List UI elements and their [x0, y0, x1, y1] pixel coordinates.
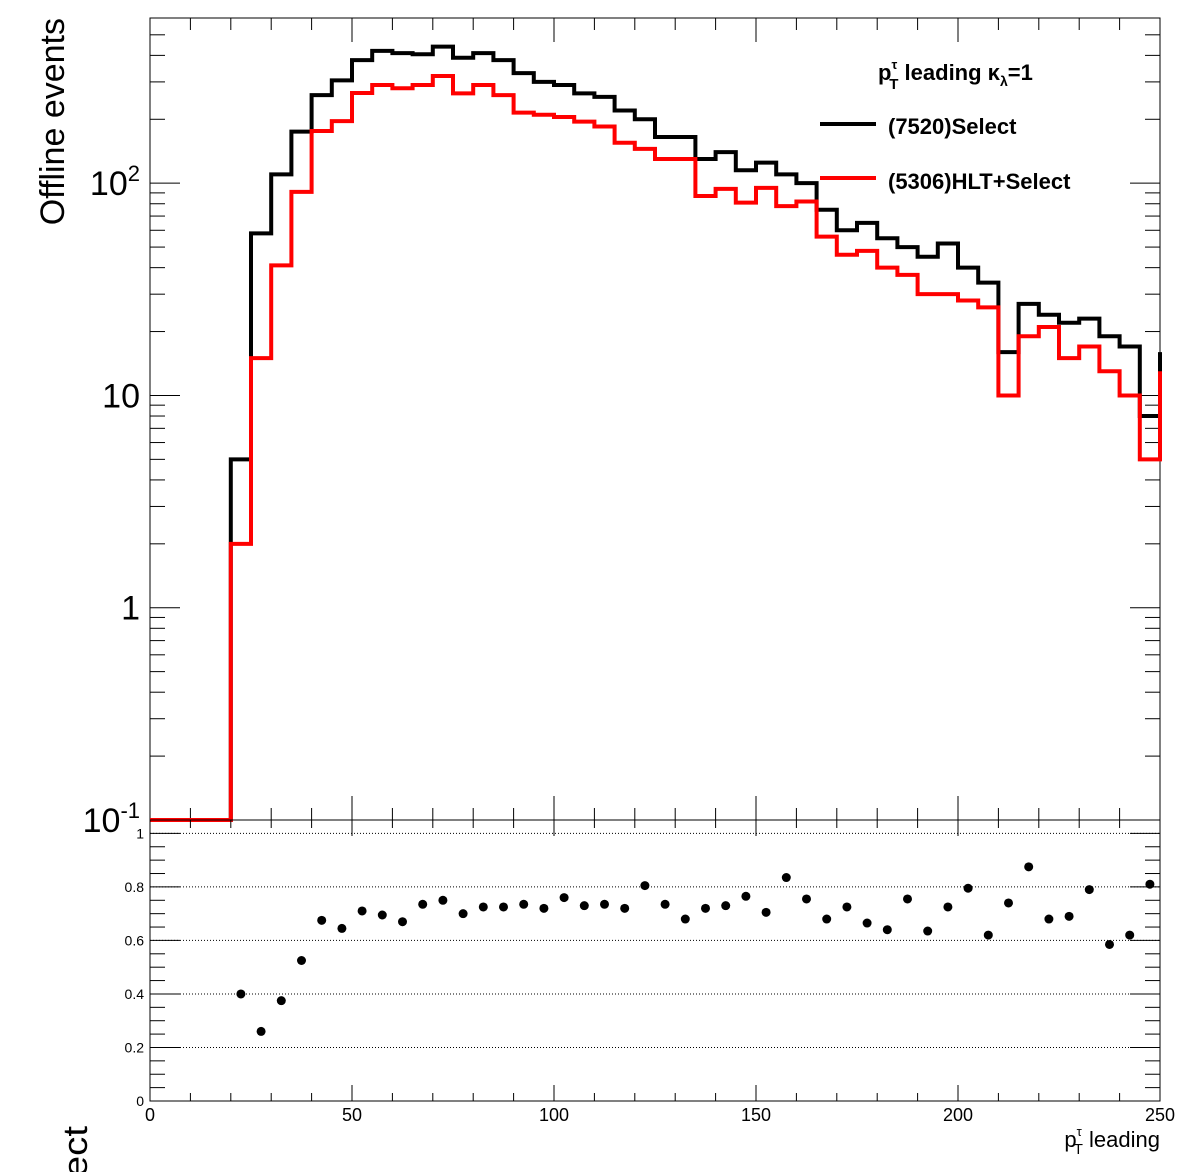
- legend-title: pτ T leading κλ=1: [878, 57, 1033, 93]
- ratio-point: [317, 915, 327, 925]
- x-tick-label: 100: [539, 1105, 569, 1125]
- bottom-y-tick-labels: 0 0.2 0.4 0.6 0.8 1: [125, 825, 145, 1109]
- series-line-select: [150, 44, 1162, 822]
- legend: pτ T leading κλ=1 (7520)Select (5306)HLT+…: [820, 57, 1071, 194]
- ratio-point: [297, 956, 306, 965]
- bottom-y-tick-label: 1: [136, 825, 144, 841]
- top-y-axis-label: Offline events: [34, 18, 72, 225]
- ratio-point: [781, 873, 791, 883]
- top-y-tick-labels: 10-1 1 10 102: [83, 161, 140, 840]
- ratio-point: [761, 907, 771, 917]
- top-y-tick-label: 10: [102, 377, 140, 415]
- ratio-point: [1044, 914, 1054, 924]
- bottom-y-tick-label: 0.2: [125, 1039, 145, 1055]
- ratio-point: [438, 895, 448, 905]
- x-tick-label: 150: [741, 1105, 771, 1125]
- top-y-tick-label: 10-1: [83, 798, 140, 840]
- ratio-point: [418, 899, 428, 909]
- ratio-point: [499, 902, 508, 912]
- top-axis-ticks: [149, 17, 1161, 821]
- ratio-point: [1125, 930, 1135, 940]
- ratio-point: [236, 989, 246, 999]
- bottom-y-tick-label: 0.6: [125, 932, 145, 948]
- ratio-point: [519, 899, 529, 909]
- x-tick-label: 0: [145, 1105, 155, 1125]
- ratio-point: [923, 926, 933, 936]
- legend-title-lambda: λ: [1000, 73, 1008, 89]
- x-tick-label: 50: [342, 1105, 362, 1125]
- histogram-series-group: [150, 44, 1162, 822]
- legend-title-end: =1: [1008, 60, 1033, 85]
- ratio-point: [276, 996, 286, 1006]
- bottom-y-tick-label: 0.4: [125, 986, 145, 1002]
- ratio-point: [701, 903, 710, 913]
- x-tick-labels: 0 50 100 150 200 250: [145, 1105, 1175, 1125]
- ratio-point: [478, 902, 488, 912]
- ratio-point: [357, 906, 367, 916]
- ratio-point: [256, 1026, 266, 1036]
- ratio-point: [1024, 862, 1034, 872]
- ratio-point: [337, 923, 347, 933]
- ratio-point: [1084, 885, 1094, 895]
- legend-label-select: (7520)Select: [888, 114, 1017, 139]
- bottom-axis-ticks: [149, 820, 1161, 1102]
- bottom-y-tick-label: 0: [136, 1093, 144, 1109]
- ratio-point: [579, 901, 589, 911]
- ratio-point: [1105, 939, 1114, 949]
- legend-title-p: p: [878, 60, 891, 85]
- bottom-y-axis-label-visible: HLT+Select/Select: [57, 1125, 95, 1172]
- ratio-point: [983, 930, 993, 940]
- x-label-p: p: [1064, 1127, 1076, 1152]
- ratio-point: [600, 899, 609, 909]
- bottom-plot-frame: [149, 819, 1161, 1102]
- x-label-sub: T: [1074, 1141, 1083, 1158]
- top-y-tick-label: 102: [90, 161, 140, 203]
- ratio-point: [398, 917, 407, 927]
- ratio-point: [721, 901, 731, 911]
- x-label-sup: τ: [1077, 1124, 1083, 1139]
- ratio-point: [660, 899, 670, 909]
- ratio-point: [1004, 898, 1013, 908]
- ratio-point: [1064, 911, 1074, 921]
- ratio-point: [539, 903, 549, 913]
- ratio-point: [842, 902, 852, 912]
- series-line-hlt-select: [150, 73, 1162, 822]
- ratio-point: [963, 883, 973, 893]
- ratio-points-group: [236, 862, 1155, 1036]
- ratio-point: [377, 910, 387, 920]
- ratio-point: [1145, 879, 1155, 889]
- x-axis-label: pτ T leading: [1064, 1124, 1160, 1158]
- legend-title-rest: leading κ: [898, 60, 1000, 85]
- x-tick-label: 200: [943, 1105, 973, 1125]
- legend-title-sub: T: [889, 76, 898, 93]
- bottom-y-tick-label: 0.8: [125, 879, 145, 895]
- ratio-point: [640, 881, 650, 891]
- ratio-point: [458, 909, 468, 919]
- ratio-grid-lines: [150, 832, 1160, 1048]
- top-y-tick-label: 1: [121, 590, 140, 628]
- bottom-panel: 0 0.2 0.4 0.6 0.8 1 0 50 100 150 200 250 HLT+Selec…: [57, 819, 1175, 1172]
- ratio-point: [862, 918, 872, 928]
- ratio-point: [882, 925, 892, 935]
- ratio-point: [741, 891, 751, 901]
- ratio-point: [620, 903, 630, 913]
- legend-label-hlt-select: (5306)HLT+Select: [888, 169, 1071, 194]
- ratio-point: [822, 914, 832, 924]
- ratio-point: [943, 902, 953, 912]
- ratio-point: [903, 894, 912, 904]
- ratio-point: [680, 914, 690, 924]
- x-tick-label: 250: [1145, 1105, 1175, 1125]
- ratio-point: [559, 893, 569, 903]
- legend-title-sup: τ: [891, 57, 897, 72]
- x-label-rest: leading: [1083, 1127, 1160, 1152]
- ratio-point: [802, 894, 811, 904]
